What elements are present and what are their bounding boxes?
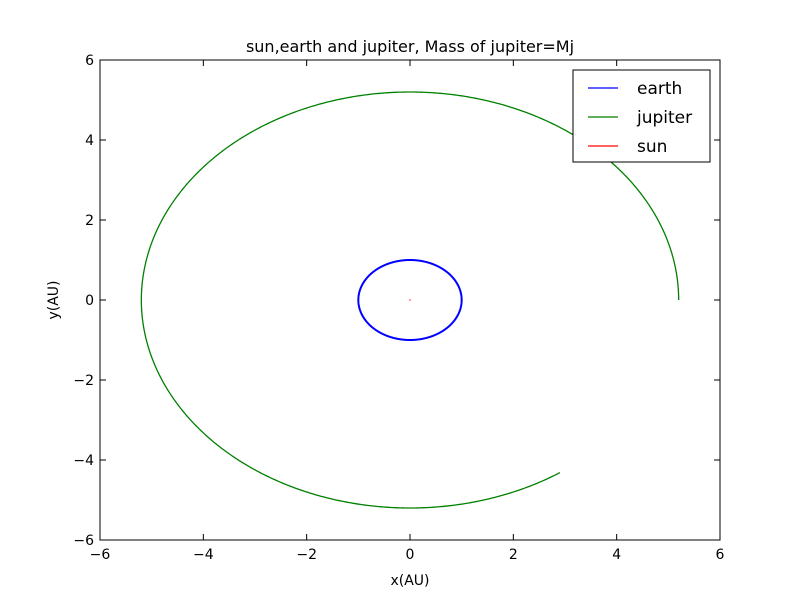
x-tick-label: 2 — [509, 547, 518, 563]
x-tick-label: 6 — [716, 547, 725, 563]
ticks-layer: −6 −4 −2 0 2 4 6 −6 −4 −2 0 2 4 6 — [73, 53, 724, 563]
y-tick-label: 6 — [85, 53, 94, 69]
y-tick-label: 0 — [85, 293, 94, 309]
chart-title: sun,earth and jupiter, Mass of jupiter=M… — [246, 37, 574, 56]
x-tick-label: −6 — [90, 547, 111, 563]
y-tick-label: −2 — [73, 373, 94, 389]
x-tick-label: −4 — [193, 547, 214, 563]
y-tick-label: 4 — [85, 133, 94, 149]
y-tick-label: −6 — [73, 533, 94, 549]
x-tick-label: −2 — [296, 547, 317, 563]
x-tick-label: 0 — [406, 547, 415, 563]
x-tick-label: 4 — [612, 547, 621, 563]
y-tick-label: 2 — [85, 213, 94, 229]
y-axis-label: y(AU) — [46, 280, 62, 319]
legend-label-sun: sun — [637, 137, 667, 157]
legend-box — [572, 69, 711, 163]
legend: earth jupiter sun — [572, 69, 711, 163]
series-line-earth — [357, 259, 463, 341]
x-axis-label: x(AU) — [390, 573, 429, 589]
legend-label-earth: earth — [637, 79, 682, 99]
y-tick-label: −4 — [73, 453, 94, 469]
legend-label-jupiter: jupiter — [636, 108, 692, 128]
